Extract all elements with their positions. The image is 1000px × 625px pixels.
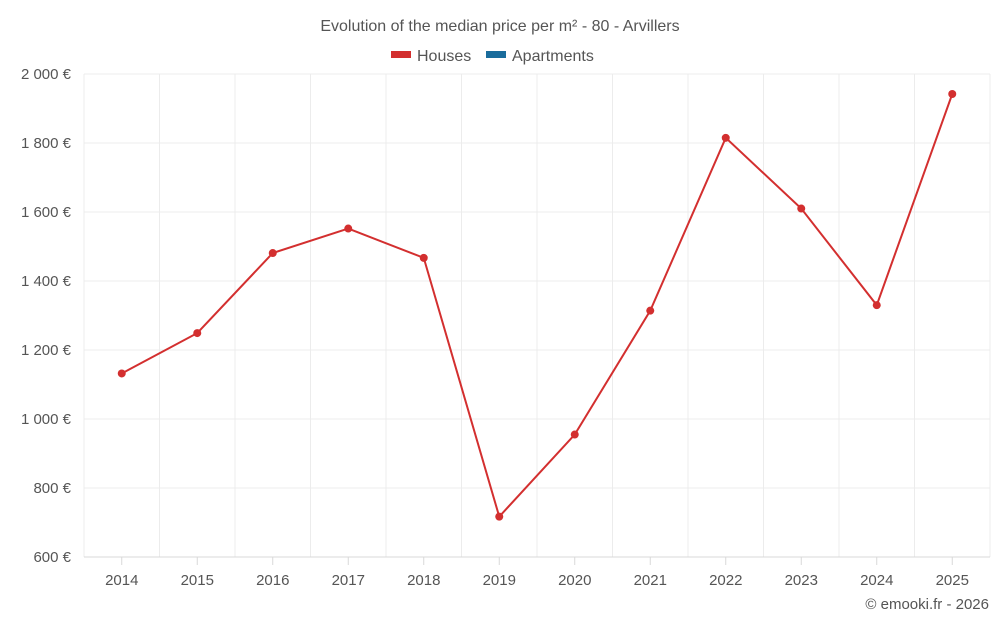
x-tick-label: 2025 bbox=[936, 572, 969, 589]
x-tick-label: 2018 bbox=[407, 572, 440, 589]
x-tick-label: 2014 bbox=[105, 572, 138, 589]
legend-item-apartments[interactable]: Apartments bbox=[486, 48, 594, 65]
x-tick-label: 2024 bbox=[860, 572, 893, 589]
data-point-houses-2024[interactable] bbox=[872, 301, 881, 310]
x-tick-label: 2015 bbox=[181, 572, 214, 589]
grid bbox=[83, 73, 991, 557]
y-tick-label: 1 400 € bbox=[21, 273, 72, 290]
data-point-houses-2025[interactable] bbox=[948, 90, 957, 99]
data-point-houses-2015[interactable] bbox=[193, 329, 202, 338]
legend-item-houses[interactable]: Houses bbox=[391, 48, 471, 65]
data-point-houses-2016[interactable] bbox=[268, 249, 277, 258]
legend: Houses Apartments bbox=[391, 48, 594, 65]
data-point-houses-2022[interactable] bbox=[721, 133, 730, 142]
data-point-houses-2020[interactable] bbox=[570, 430, 579, 439]
data-point-houses-2018[interactable] bbox=[419, 253, 428, 262]
legend-swatch-houses bbox=[391, 51, 411, 58]
x-tick-label: 2017 bbox=[332, 572, 365, 589]
y-tick-label: 800 € bbox=[33, 480, 71, 497]
credit-text: © emooki.fr - 2026 bbox=[865, 596, 989, 613]
y-tick-label: 1 600 € bbox=[21, 204, 72, 221]
x-tick-label: 2021 bbox=[634, 572, 667, 589]
data-point-houses-2014[interactable] bbox=[117, 369, 126, 378]
data-point-houses-2019[interactable] bbox=[495, 512, 504, 521]
x-tick-label: 2019 bbox=[483, 572, 516, 589]
x-tick-label: 2016 bbox=[256, 572, 289, 589]
legend-label-apartments: Apartments bbox=[512, 48, 594, 65]
legend-swatch-apartments bbox=[486, 51, 506, 58]
x-axis-ticks: 2014 2015 2016 2017 2018 2019 2020 2021 2022 2023… bbox=[105, 572, 969, 589]
y-tick-label: 2 000 € bbox=[21, 66, 72, 83]
x-tick-label: 2022 bbox=[709, 572, 742, 589]
series-line-houses bbox=[121, 93, 954, 519]
data-point-houses-2017[interactable] bbox=[344, 224, 353, 233]
y-tick-label: 1 000 € bbox=[21, 411, 72, 428]
x-tick-label: 2023 bbox=[785, 572, 818, 589]
y-tick-label: 1 200 € bbox=[21, 342, 72, 359]
axes bbox=[84, 556, 990, 565]
legend-label-houses: Houses bbox=[417, 48, 471, 65]
y-tick-label: 1 800 € bbox=[21, 135, 72, 152]
y-tick-label: 600 € bbox=[33, 549, 71, 566]
data-point-houses-2021[interactable] bbox=[646, 306, 655, 315]
series bbox=[117, 90, 957, 521]
data-point-houses-2023[interactable] bbox=[797, 204, 806, 213]
y-axis-ticks: 600 € 800 € 1 000 € 1 200 € 1 400 € 1 600 € 1 … bbox=[21, 66, 72, 566]
x-tick-label: 2020 bbox=[558, 572, 591, 589]
chart-title: Evolution of the median price per m² - 8… bbox=[320, 18, 679, 35]
